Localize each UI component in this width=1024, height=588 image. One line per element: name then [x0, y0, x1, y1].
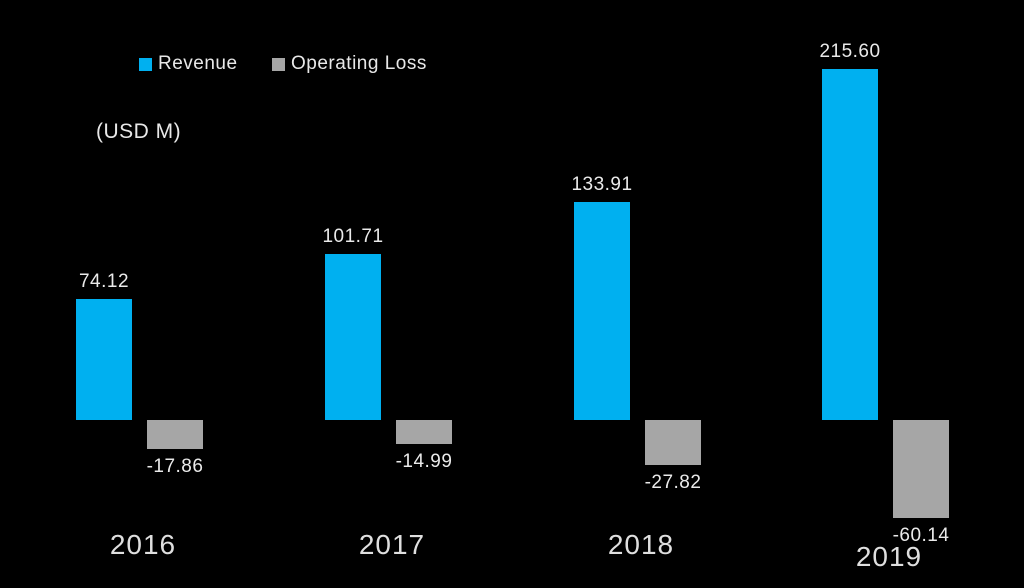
legend-label-operating-loss: Operating Loss — [291, 53, 427, 74]
revenue-value-label: 74.12 — [78, 271, 130, 293]
operating-loss-bar — [893, 420, 949, 519]
legend-item-operating-loss: Operating Loss — [272, 52, 427, 76]
revenue-bar — [822, 68, 878, 420]
operating-loss-bar — [396, 420, 452, 445]
operating-loss-bar — [147, 420, 203, 450]
revenue-value-label: 101.71 — [322, 226, 384, 248]
revenue-value-label: 215.60 — [819, 40, 881, 62]
operating-loss-value-label: -60.14 — [892, 525, 950, 547]
operating-loss-value-label: -14.99 — [395, 451, 453, 473]
operating-loss-value-label: -27.82 — [644, 472, 702, 494]
revenue-swatch-icon — [139, 57, 152, 71]
bar-group-2016: 74.12 -17.86 2016 — [76, 0, 203, 588]
legend-item-revenue: Revenue — [139, 52, 238, 76]
unit-label: (USD M) — [96, 120, 182, 143]
revenue-bar — [325, 254, 381, 420]
bar-group-2019: 215.60 -60.14 2019 — [819, 0, 949, 588]
category-label-2019: 2019 — [855, 541, 923, 572]
revenue-bar — [76, 299, 132, 420]
category-label-2016: 2016 — [109, 529, 177, 560]
category-label-2017: 2017 — [358, 529, 426, 560]
legend-label-revenue: Revenue — [158, 53, 238, 74]
operating-loss-bar — [645, 420, 701, 466]
bar-group-2018: 133.91 -27.82 2018 — [571, 0, 701, 588]
bar-group-2017: 101.71 -14.99 2017 — [322, 0, 452, 588]
revenue-bar — [574, 201, 630, 420]
category-label-2018: 2018 — [607, 529, 675, 560]
revenue-value-label: 133.91 — [571, 173, 633, 195]
operating-loss-swatch-icon — [272, 57, 285, 71]
operating-loss-value-label: -17.86 — [146, 456, 204, 478]
